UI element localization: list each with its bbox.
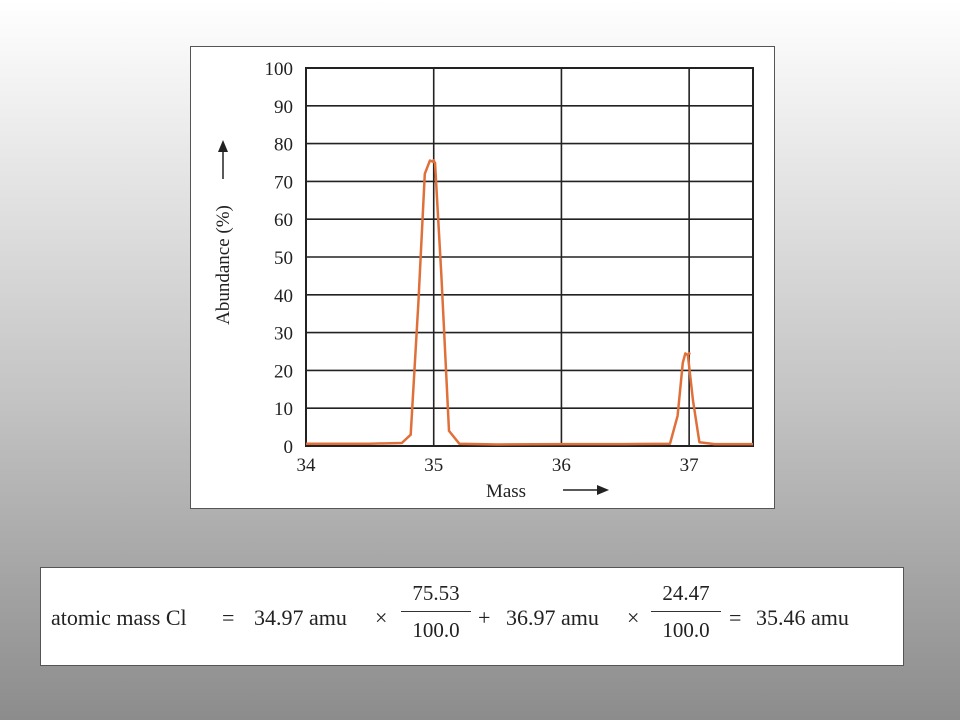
y-axis-arrow-head (218, 140, 228, 152)
x-tick-label: 35 (424, 455, 443, 476)
formula-equals-sign: = (222, 604, 235, 630)
formula-term1-mass: 34.97 amu (254, 604, 347, 630)
x-tick-label: 34 (297, 455, 317, 476)
formula-lhs: atomic mass Cl (51, 604, 187, 630)
y-tick-label: 30 (274, 324, 293, 345)
formula-fraction-2: 24.47 100.0 (651, 581, 721, 643)
x-tick-label: 37 (680, 455, 699, 476)
fraction-1-numerator: 75.53 (401, 581, 471, 612)
series-line (306, 159, 753, 446)
formula-term2-mass: 36.97 amu (506, 604, 599, 630)
formula-fraction-1: 75.53 100.0 (401, 581, 471, 643)
peak-point (432, 158, 436, 162)
y-tick-label: 60 (274, 210, 293, 231)
plot-frame-border (305, 67, 754, 447)
grid-lines (306, 67, 753, 447)
fraction-2-numerator: 24.47 (651, 581, 721, 612)
fraction-1-denominator: 100.0 (412, 618, 460, 642)
formula-times-sign: × (627, 604, 640, 630)
y-tick-label: 20 (274, 361, 293, 382)
series-layer (306, 158, 753, 446)
plot-frame (305, 67, 754, 447)
formula-plus-sign: + (478, 604, 491, 630)
x-axis-arrow-head (597, 485, 609, 495)
y-tick-label: 10 (274, 399, 293, 420)
x-axis-title: Mass (486, 481, 526, 502)
x-tick-label: 36 (552, 455, 571, 476)
formula-result: 35.46 amu (756, 604, 849, 630)
y-tick-label: 0 (284, 437, 294, 458)
formula-times-sign: × (375, 604, 388, 630)
y-tick-label: 50 (274, 248, 293, 269)
y-tick-label: 70 (274, 172, 293, 193)
y-axis-title: Abundance (%) (213, 205, 234, 325)
formula-equals-sign: = (729, 604, 742, 630)
tick-labels: 0 10 20 30 40 50 60 70 80 90 100 34 35 36 37 (265, 59, 699, 476)
fraction-2-denominator: 100.0 (662, 618, 710, 642)
y-tick-label: 40 (274, 286, 293, 307)
mass-spectrum-chart-panel: 0 10 20 30 40 50 60 70 80 90 100 34 35 36 37 Mass Abun… (190, 46, 775, 509)
atomic-mass-formula: atomic mass Cl = 34.97 amu × 75.53 100.0… (40, 567, 904, 666)
peak-point (687, 352, 691, 356)
y-tick-label: 80 (274, 135, 293, 156)
y-tick-label: 90 (274, 97, 293, 118)
mass-spectrum-chart: 0 10 20 30 40 50 60 70 80 90 100 34 35 36 37 Mass Abun… (213, 59, 754, 502)
y-tick-label: 100 (265, 59, 294, 80)
